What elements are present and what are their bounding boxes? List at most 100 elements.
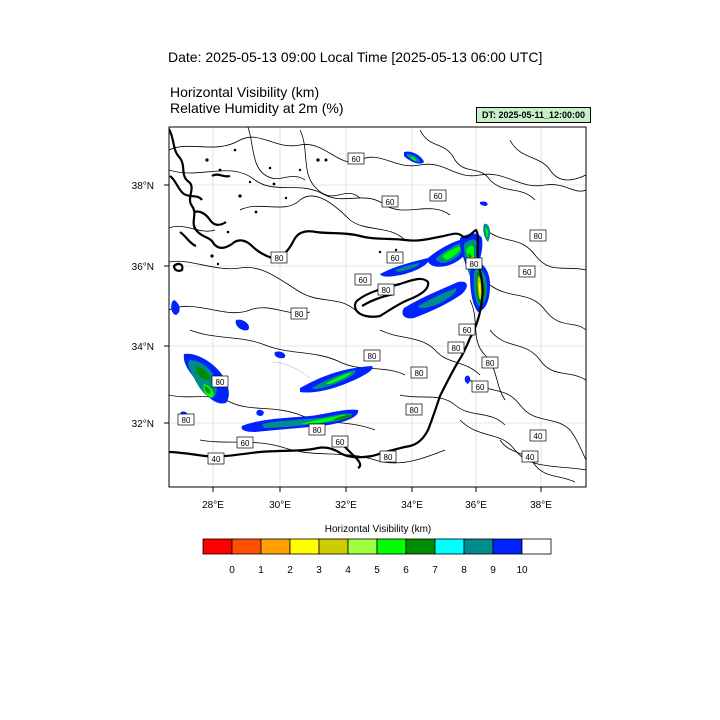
colorbar-tick-label: 8 <box>461 565 467 576</box>
contour-label: 60 <box>381 195 399 208</box>
humidity-contours <box>169 127 586 483</box>
colorbar-swatch <box>376 538 407 555</box>
lon-label-38e: 38°E <box>530 500 552 511</box>
colorbar-swatch <box>405 538 436 555</box>
lon-label-34e: 34°E <box>401 500 423 511</box>
colorbar-tick-label: 2 <box>287 565 293 576</box>
svg-text:60: 60 <box>386 198 395 207</box>
svg-text:60: 60 <box>352 155 361 164</box>
colorbar-swatch <box>434 538 465 555</box>
islands <box>205 148 398 266</box>
colorbar-tick-label: 3 <box>316 565 322 576</box>
svg-text:80: 80 <box>313 426 322 435</box>
lon-label-36e: 36°E <box>465 500 487 511</box>
colorbar-tick-label: 9 <box>490 565 496 576</box>
svg-text:40: 40 <box>526 453 535 462</box>
svg-text:40: 40 <box>534 432 543 441</box>
longitude-labels: 28°E 30°E 32°E 34°E 36°E 38°E <box>202 500 552 511</box>
lat-label-34n: 34°N <box>132 342 154 353</box>
svg-text:80: 80 <box>452 344 461 353</box>
svg-text:80: 80 <box>534 232 543 241</box>
colorbar-tick-labels: 0 1 2 3 4 5 6 7 8 9 10 <box>229 565 528 576</box>
svg-text:80: 80 <box>415 369 424 378</box>
colorbar-swatch <box>463 538 494 555</box>
svg-text:80: 80 <box>486 359 495 368</box>
svg-text:60: 60 <box>523 268 532 277</box>
map-content <box>169 127 586 487</box>
variable-title-visibility: Horizontal Visibility (km) <box>170 84 320 100</box>
contour-label: 80 <box>529 229 547 242</box>
visibility-colorbar <box>202 538 552 555</box>
forecast-init-badge: DT: 2025-05-11_12:00:00 <box>476 107 591 123</box>
contour-label: 80 <box>465 257 483 270</box>
colorbar-tick-label: 1 <box>258 565 264 576</box>
contour-label: 40 <box>521 450 539 463</box>
contour-label: 60 <box>331 435 349 448</box>
contour-labels: 60 60 60 80 60 80 60 60 80 80 80 80 60 8… <box>177 152 547 465</box>
contour-label: 60 <box>347 152 365 165</box>
contour-label: 80 <box>410 366 428 379</box>
contour-label: 80 <box>363 349 381 362</box>
contour-label: 60 <box>471 380 489 393</box>
variable-title-humidity: Relative Humidity at 2m (%) <box>170 100 344 116</box>
contour-label: 60 <box>458 323 476 336</box>
axis-ticks <box>164 184 542 492</box>
lon-label-30e: 30°E <box>269 500 291 511</box>
map-frame <box>168 126 587 488</box>
colorbar-tick-label: 10 <box>516 565 528 576</box>
colorbar-tick-label: 6 <box>403 565 409 576</box>
lat-label-32n: 32°N <box>132 419 154 430</box>
lon-label-32e: 32°E <box>335 500 357 511</box>
svg-text:80: 80 <box>368 352 377 361</box>
contour-label: 40 <box>207 452 225 465</box>
svg-text:80: 80 <box>470 260 479 269</box>
svg-text:40: 40 <box>212 455 221 464</box>
contour-label: 80 <box>290 307 308 320</box>
contour-label: 60 <box>354 273 372 286</box>
svg-text:80: 80 <box>382 286 391 295</box>
svg-text:60: 60 <box>336 438 345 447</box>
contour-label: 80 <box>447 341 465 354</box>
colorbar-tick-label: 7 <box>432 565 438 576</box>
colorbar-tick-label: 5 <box>374 565 380 576</box>
colorbar-swatch <box>492 538 523 555</box>
colorbar-swatch <box>260 538 291 555</box>
contour-label: 80 <box>481 356 499 369</box>
svg-text:80: 80 <box>410 406 419 415</box>
contour-label: 60 <box>518 265 536 278</box>
contour-label: 40 <box>529 429 547 442</box>
contour-label: 80 <box>405 403 423 416</box>
colorbar-swatch <box>289 538 320 555</box>
svg-text:80: 80 <box>295 310 304 319</box>
colorbar-swatch <box>521 538 552 555</box>
contour-label: 80 <box>377 283 395 296</box>
colorbar-swatch <box>231 538 262 555</box>
contour-label: 80 <box>379 450 397 463</box>
contour-label: 60 <box>386 251 404 264</box>
svg-text:80: 80 <box>384 453 393 462</box>
legend-title: Horizontal Visibility (km) <box>324 524 432 535</box>
contour-label: 60 <box>429 189 447 202</box>
contour-label: 80 <box>177 413 195 426</box>
colorbar-swatch <box>202 538 233 555</box>
graticule <box>169 127 586 487</box>
contour-label: 80 <box>211 375 229 388</box>
date-title: Date: 2025-05-13 09:00 Local Time [2025-… <box>168 49 543 65</box>
svg-text:60: 60 <box>391 254 400 263</box>
contour-label: 80 <box>270 251 288 264</box>
colorbar-tick-label: 4 <box>345 565 351 576</box>
svg-text:60: 60 <box>463 326 472 335</box>
colorbar-swatch <box>347 538 378 555</box>
svg-text:80: 80 <box>182 416 191 425</box>
lon-label-28e: 28°E <box>202 500 224 511</box>
svg-text:60: 60 <box>241 439 250 448</box>
colorbar-swatch <box>318 538 349 555</box>
svg-text:80: 80 <box>216 378 225 387</box>
latitude-labels: 38°N 36°N 34°N 32°N <box>132 181 154 430</box>
svg-text:60: 60 <box>434 192 443 201</box>
contour-label: 60 <box>236 436 254 449</box>
svg-text:60: 60 <box>476 383 485 392</box>
lat-label-36n: 36°N <box>132 262 154 273</box>
svg-text:80: 80 <box>275 254 284 263</box>
